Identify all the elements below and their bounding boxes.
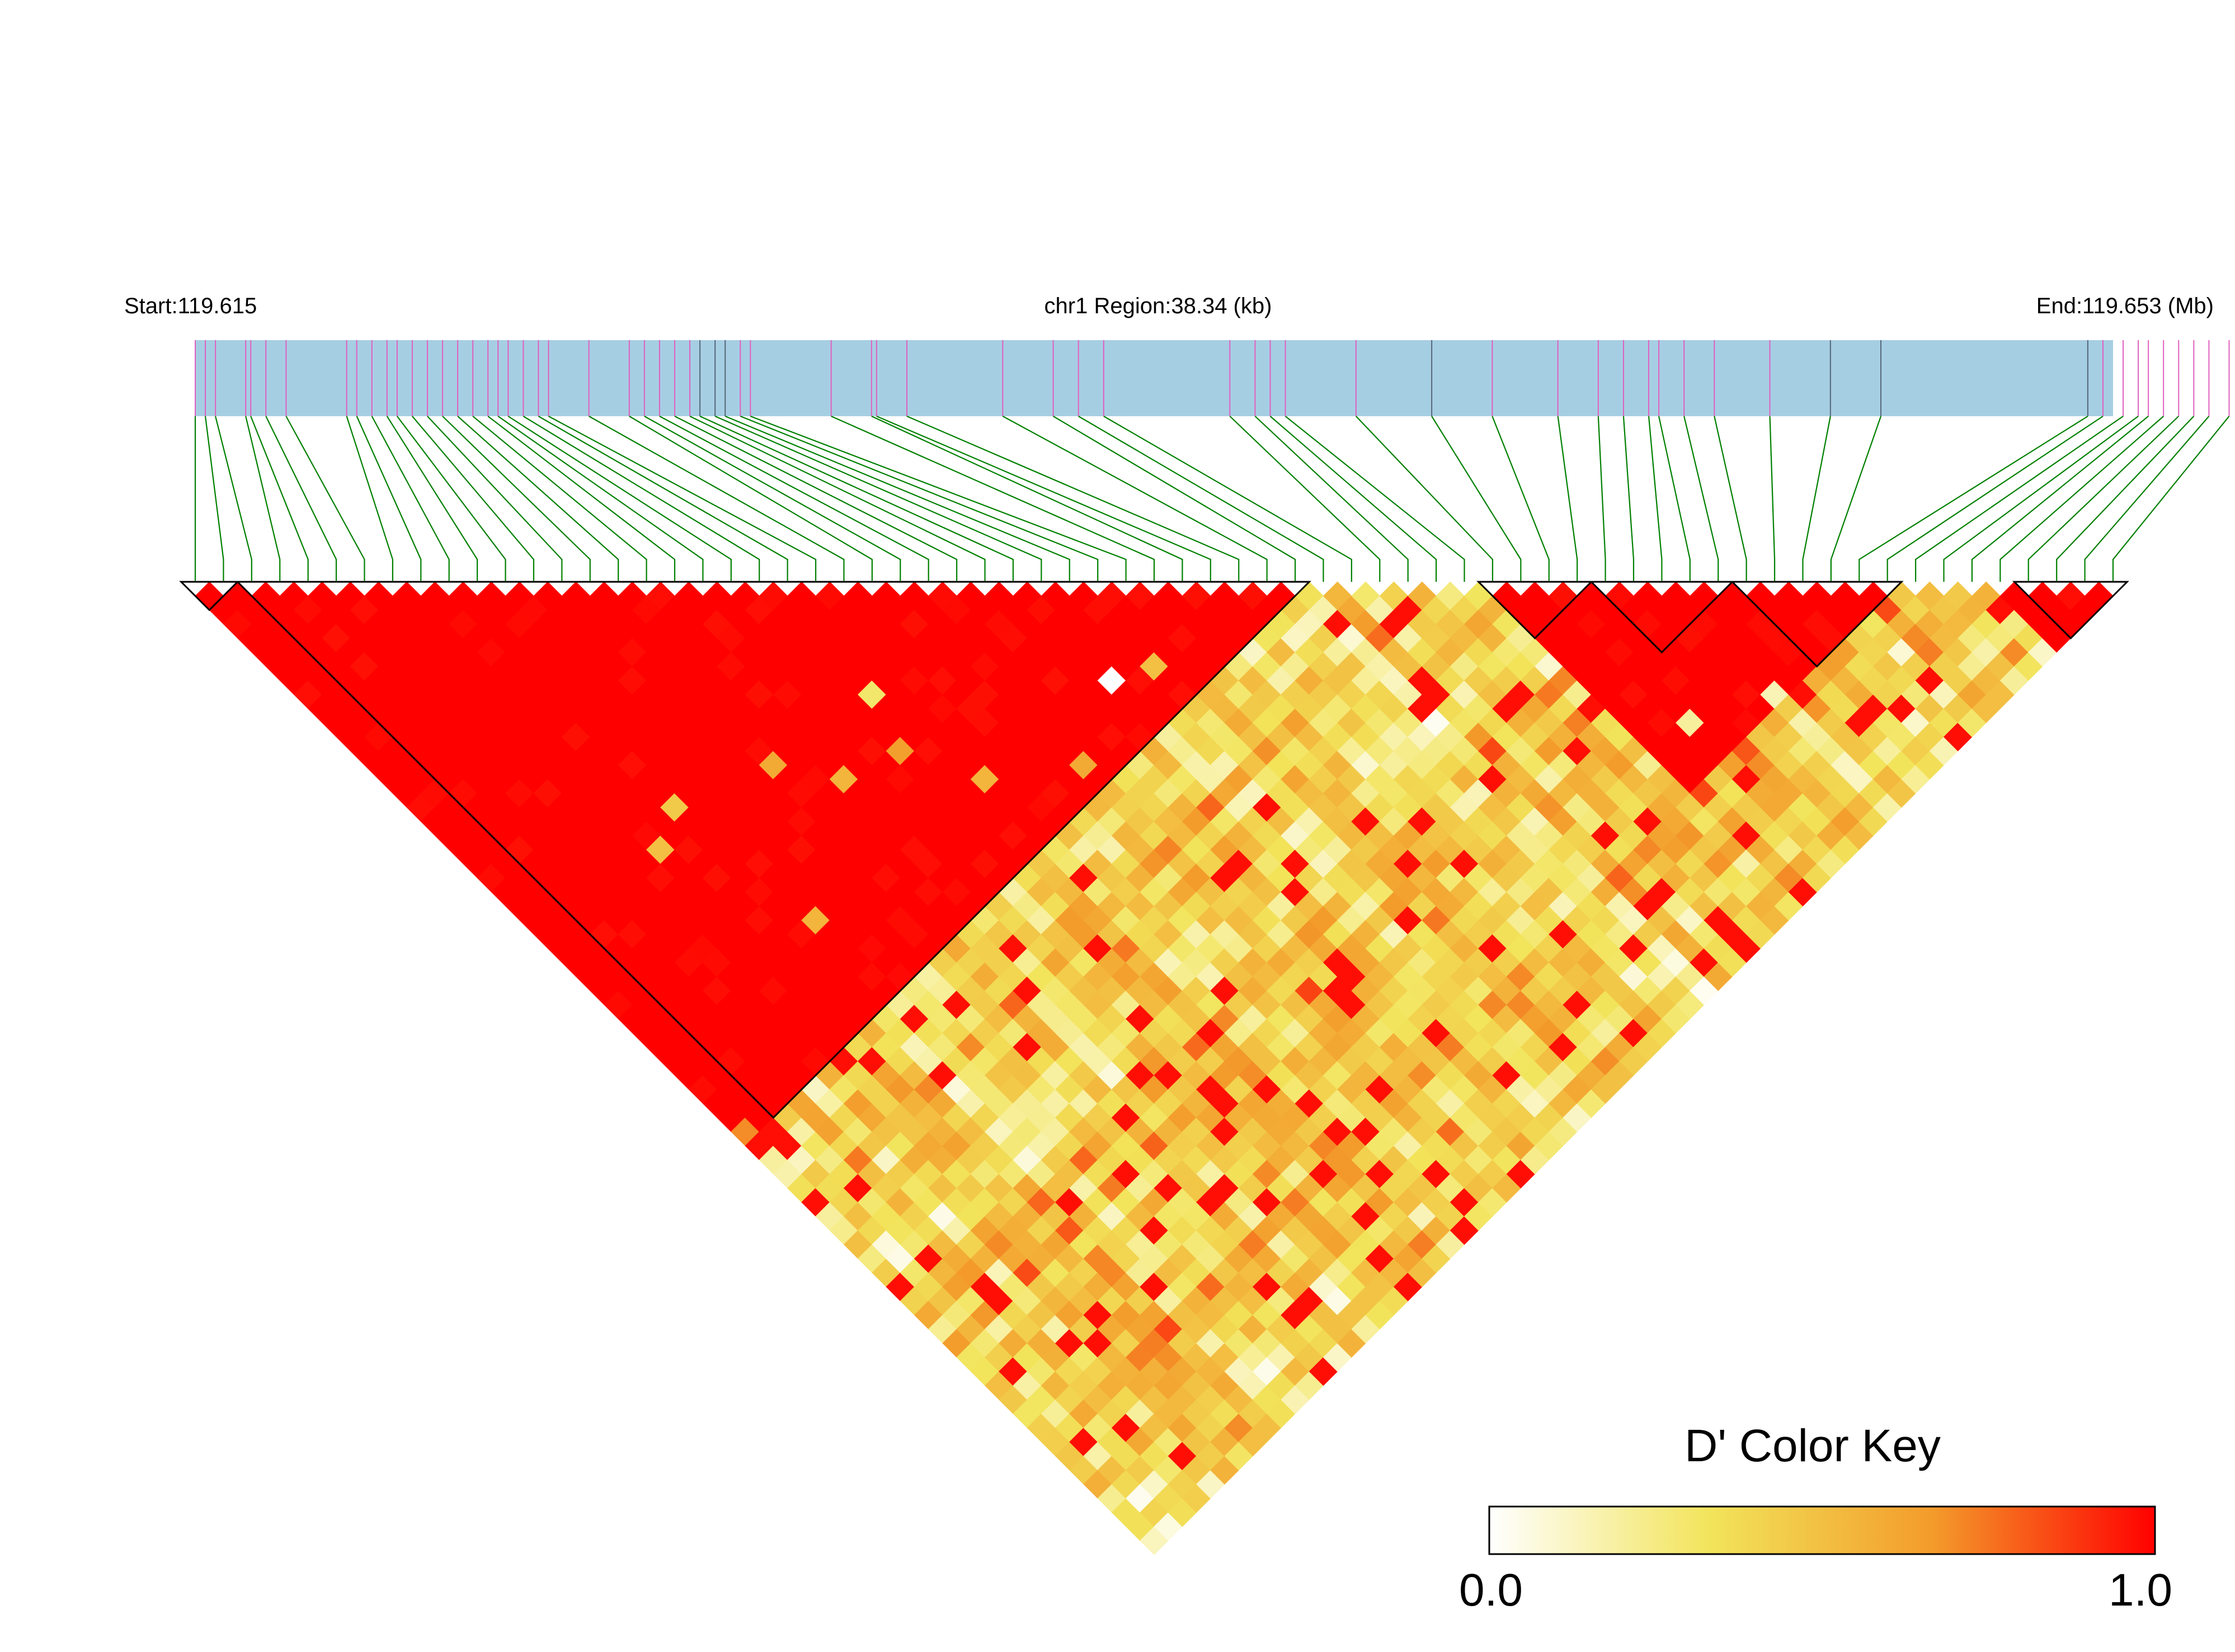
snp-connector-line [740,415,1099,582]
snp-connector-line [699,415,1014,582]
snp-connector-line [412,416,535,582]
snp-connector-line [1943,416,2139,582]
snp-connector-line [442,416,591,582]
snp-connector-line [1802,416,1831,582]
snp-connector-line [871,416,1183,582]
snp-connector-line [1053,416,1296,582]
snp-connector-line [689,416,986,582]
snp-connector-line [876,415,1211,582]
snp-connector-line [724,415,1070,582]
snp-connector-line [906,415,1240,582]
snp-connector-line [2056,416,2195,582]
color-key-gradient [1488,1505,2156,1555]
snp-connector-line [1658,416,1691,582]
snp-connector-line [487,416,676,582]
haplotype-block-outline [2012,581,2129,639]
snp-connector-line [250,416,309,582]
color-key-min-label: 0.0 [1459,1565,1523,1616]
snp-connector-line [548,416,817,582]
snp-position-ticks [195,340,2230,416]
snp-connector-line [1714,416,1747,582]
snp-connector-line [1269,416,1437,582]
snp-connector-line [215,416,252,582]
snp-connector-line [523,416,760,582]
snp-connector-line [1886,416,2104,582]
genomic-region-track [195,340,2113,416]
haplotype-block-outline [179,581,240,611]
snp-connector-line [1769,416,1776,582]
snp-connector-line [1597,416,1606,582]
snp-connector-line [204,416,224,582]
snp-connector-line [356,416,422,582]
snp-connector-line [1078,416,1324,582]
haplotype-block-outline [1476,581,1594,639]
snp-connector-line [1254,416,1409,582]
snp-connector-line [346,416,393,582]
snp-connector-line [427,416,563,582]
region-label: chr1 Region:38.34 (kb) [1044,294,1272,318]
snp-connector-line [1683,416,1719,582]
snp-connector-line [1431,416,1522,582]
snp-connector-line [2112,416,2230,582]
snp-connector-line [674,416,958,582]
snp-connector-line [507,416,732,582]
snp-connector-line [497,416,704,582]
snp-connector-line [1648,416,1663,582]
color-key-max-label: 1.0 [2109,1565,2172,1616]
end-label: End:119.653 (Mb) [2036,294,2214,318]
snp-connector-line [386,416,478,582]
snp-connector-line [1971,416,2149,582]
haplotype-block-outline [1730,581,1904,668]
snp-connector-line [371,416,450,582]
snp-connector-line [659,416,929,582]
snp-connector-line [1858,416,2088,582]
snp-connector-line [589,416,845,582]
snp-connector-line [2084,416,2210,582]
snp-connector-line [396,416,506,582]
snp-connector-line [245,416,281,582]
snp-connector-line [644,416,901,582]
snp-connector-line [1557,416,1578,582]
snp-connector-line [538,416,788,582]
snp-connector-line [1999,416,2164,582]
snp-connector-line [831,415,1155,582]
snp-connector-line [1491,416,1550,582]
snp-connector-line [750,415,1127,582]
snp-connector-line [1284,416,1465,582]
snp-connector-line [1830,416,1882,582]
snp-connector-lines [194,415,2230,582]
snp-connector-line [1002,416,1268,582]
snp-connector-line [2027,416,2180,582]
haplotype-block-outline [1589,581,1735,654]
snp-connector-line [265,416,337,582]
snp-connector-line [1915,416,2124,582]
snp-connector-line [714,415,1042,582]
snp-connector-line [629,416,873,582]
start-label: Start:119.615 [124,294,257,318]
color-key-title: D' Color Key [1685,1420,1941,1471]
haplotype-block-outlines [179,581,2129,1119]
snp-connector-line [457,416,619,582]
haplotype-block-outline [235,581,1311,1119]
snp-connector-line [1622,416,1635,582]
snp-connector-line [1229,416,1381,582]
snp-connector-line [472,416,647,582]
snp-connector-line [1356,416,1494,582]
snp-connector-line [285,416,365,582]
snp-connector-line [1103,416,1352,582]
ld-matrix-cells [195,581,2114,1555]
